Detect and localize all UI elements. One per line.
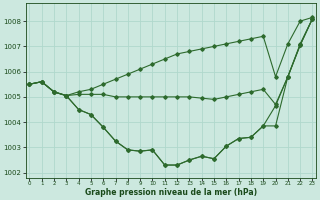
X-axis label: Graphe pression niveau de la mer (hPa): Graphe pression niveau de la mer (hPa) bbox=[85, 188, 257, 197]
